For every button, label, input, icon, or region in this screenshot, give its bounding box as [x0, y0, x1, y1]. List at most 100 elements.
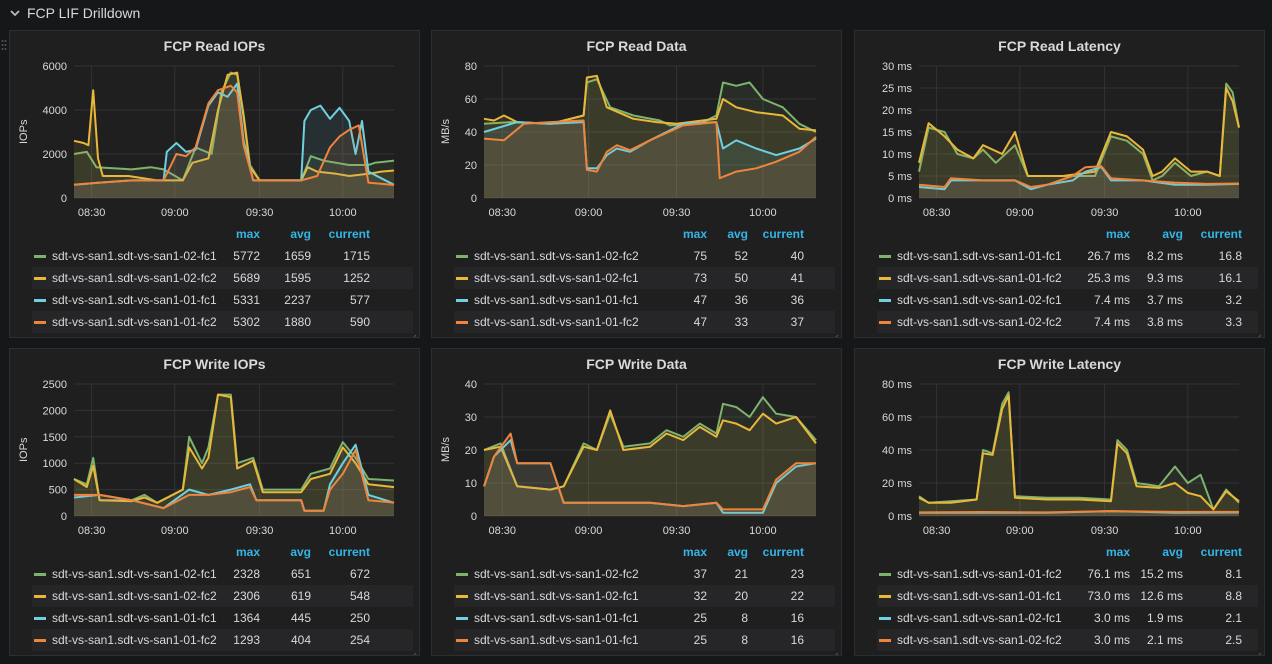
legend-series-name[interactable]: sdt-vs-san1.sdt-vs-san1-02-fc1 [52, 249, 217, 263]
legend-header-max[interactable]: max [682, 545, 707, 559]
panel-title[interactable]: FCP Write Data [586, 356, 687, 372]
legend-row[interactable]: sdt-vs-san1.sdt-vs-san1-01-fc1 25 8 16 [454, 629, 835, 651]
legend-series-name[interactable]: sdt-vs-san1.sdt-vs-san1-02-fc1 [897, 293, 1062, 307]
panel-title[interactable]: FCP Write IOPs [163, 356, 266, 372]
legend-header-avg[interactable]: avg [727, 545, 748, 559]
resize-handle-icon[interactable] [410, 328, 417, 337]
drag-handle-icon[interactable] [1, 38, 7, 50]
legend-series-name[interactable]: sdt-vs-san1.sdt-vs-san1-02-fc2 [52, 271, 217, 285]
legend-header-max[interactable]: max [235, 227, 260, 241]
panel-fcp-write-data[interactable]: FCP Write Data MB/s 0 10 20 30 40 08:30 09:00 09:… [431, 348, 842, 656]
legend-header-avg[interactable]: avg [1162, 227, 1183, 241]
legend-series-name[interactable]: sdt-vs-san1.sdt-vs-san1-02-fc2 [474, 249, 639, 263]
legend-row[interactable]: sdt-vs-san1.sdt-vs-san1-02-fc2 3.0 ms 2.1 … [877, 629, 1258, 651]
panel-title[interactable]: FCP Read Latency [998, 38, 1121, 54]
legend-series-name[interactable]: sdt-vs-san1.sdt-vs-san1-01-fc1 [474, 633, 639, 647]
chart-plot[interactable]: 0 ms 20 ms 40 ms 60 ms 80 ms 08:30 09:00 09:30 1… [855, 349, 1265, 549]
legend-header-max[interactable]: max [1105, 545, 1130, 559]
legend-series-name[interactable]: sdt-vs-san1.sdt-vs-san1-02-fc2 [897, 315, 1062, 329]
resize-handle-icon[interactable] [832, 646, 839, 655]
legend-header-current[interactable]: current [762, 227, 804, 241]
series-line[interactable] [74, 449, 395, 512]
legend-series-name[interactable]: sdt-vs-san1.sdt-vs-san1-01-fc1 [52, 293, 217, 307]
panel-fcp-read-latency[interactable]: FCP Read Latency 0 ms 5 ms 10 ms 15 ms 20 ms 2… [854, 30, 1265, 338]
legend-row[interactable]: sdt-vs-san1.sdt-vs-san1-01-fc1 47 36 36 [454, 289, 835, 311]
panel-fcp-write-latency[interactable]: FCP Write Latency 0 ms 20 ms 40 ms 60 ms 80 m… [854, 348, 1265, 656]
legend-row[interactable]: sdt-vs-san1.sdt-vs-san1-02-fc1 32 20 22 [454, 585, 835, 607]
legend-header-current[interactable]: current [762, 545, 804, 559]
legend-row[interactable]: sdt-vs-san1.sdt-vs-san1-02-fc2 37 21 23 [454, 563, 835, 585]
resize-handle-icon[interactable] [1255, 646, 1262, 655]
series-line[interactable] [73, 71, 395, 182]
legend-row[interactable]: sdt-vs-san1.sdt-vs-san1-02-fc2 2306 619 548 [32, 585, 413, 607]
legend-row[interactable]: sdt-vs-san1.sdt-vs-san1-02-fc1 2328 651 672 [32, 563, 413, 585]
chevron-down-icon[interactable] [9, 7, 21, 19]
legend-row[interactable]: sdt-vs-san1.sdt-vs-san1-01-fc1 1364 445 250 [32, 607, 413, 629]
chart-plot[interactable]: 0 2000 4000 6000 08:30 09:00 09:30 10:00 [10, 31, 420, 231]
legend-series-name[interactable]: sdt-vs-san1.sdt-vs-san1-01-fc2 [897, 271, 1062, 285]
chart-plot[interactable]: 0 10 20 30 40 08:30 09:00 09:30 10:00 [432, 349, 842, 549]
legend-header-max[interactable]: max [1105, 227, 1130, 241]
legend-header-current[interactable]: current [1200, 545, 1242, 559]
legend-series-name[interactable]: sdt-vs-san1.sdt-vs-san1-01-fc2 [52, 315, 217, 329]
legend-series-name[interactable]: sdt-vs-san1.sdt-vs-san1-02-fc1 [52, 567, 217, 581]
legend-row[interactable]: sdt-vs-san1.sdt-vs-san1-02-fc2 75 52 40 [454, 245, 835, 267]
series-line[interactable] [918, 87, 1240, 177]
legend-series-name[interactable]: sdt-vs-san1.sdt-vs-san1-01-fc2 [897, 567, 1062, 581]
series-line[interactable] [918, 165, 1240, 188]
legend-header-current[interactable]: current [1200, 227, 1242, 241]
series-line[interactable] [73, 393, 395, 504]
legend-row[interactable]: sdt-vs-san1.sdt-vs-san1-01-fc2 1293 404 254 [32, 629, 413, 651]
chart-plot[interactable]: 0 20 40 60 80 08:30 09:00 09:30 10:00 [432, 31, 842, 231]
panel-title[interactable]: FCP Write Latency [997, 356, 1122, 372]
legend-row[interactable]: sdt-vs-san1.sdt-vs-san1-01-fc2 5302 1880 59… [32, 311, 413, 333]
legend-series-name[interactable]: sdt-vs-san1.sdt-vs-san1-02-fc2 [52, 589, 217, 603]
panel-fcp-read-iops[interactable]: FCP Read IOPs IOPs 0 2000 4000 6000 08:30 09:00… [9, 30, 420, 338]
legend-header-max[interactable]: max [682, 227, 707, 241]
legend-series-name[interactable]: sdt-vs-san1.sdt-vs-san1-02-fc1 [474, 589, 639, 603]
legend-row[interactable]: sdt-vs-san1.sdt-vs-san1-01-fc1 25 8 16 [454, 607, 835, 629]
panel-fcp-write-iops[interactable]: FCP Write IOPs IOPs 0 500 1000 1500 2000 2500 08… [9, 348, 420, 656]
legend-header-current[interactable]: current [328, 545, 370, 559]
legend-row[interactable]: sdt-vs-san1.sdt-vs-san1-01-fc1 26.7 ms 8.2… [877, 245, 1258, 267]
legend-series-name[interactable]: sdt-vs-san1.sdt-vs-san1-02-fc2 [897, 633, 1062, 647]
legend-row[interactable]: sdt-vs-san1.sdt-vs-san1-01-fc2 25.3 ms 9.3… [877, 267, 1258, 289]
legend-series-name[interactable]: sdt-vs-san1.sdt-vs-san1-02-fc2 [474, 567, 639, 581]
resize-handle-icon[interactable] [832, 328, 839, 337]
legend-row[interactable]: sdt-vs-san1.sdt-vs-san1-02-fc1 5772 1659 17… [32, 245, 413, 267]
legend-header-avg[interactable]: avg [727, 227, 748, 241]
legend-series-name[interactable]: sdt-vs-san1.sdt-vs-san1-01-fc2 [474, 315, 639, 329]
legend-row[interactable]: sdt-vs-san1.sdt-vs-san1-01-fc1 73.0 ms 12.… [877, 585, 1258, 607]
resize-handle-icon[interactable] [410, 646, 417, 655]
legend-row[interactable]: sdt-vs-san1.sdt-vs-san1-02-fc1 7.4 ms 3.7 … [877, 289, 1258, 311]
legend-header-avg[interactable]: avg [290, 545, 311, 559]
legend-series-name[interactable]: sdt-vs-san1.sdt-vs-san1-01-fc1 [474, 611, 639, 625]
panel-fcp-read-data[interactable]: FCP Read Data MB/s 0 20 40 60 80 08:30 09:00 09:3… [431, 30, 842, 338]
legend-row[interactable]: sdt-vs-san1.sdt-vs-san1-02-fc1 3.0 ms 1.9 … [877, 607, 1258, 629]
series-line[interactable] [918, 394, 1240, 511]
series-line[interactable] [918, 510, 1239, 514]
legend-row[interactable]: sdt-vs-san1.sdt-vs-san1-01-fc2 47 33 37 [454, 311, 835, 333]
series-line[interactable] [483, 119, 817, 180]
legend-row[interactable]: sdt-vs-san1.sdt-vs-san1-02-fc2 5689 1595 12… [32, 267, 413, 289]
legend-header-max[interactable]: max [235, 545, 260, 559]
row-header[interactable]: FCP LIF Drilldown [0, 0, 1272, 26]
legend-row[interactable]: sdt-vs-san1.sdt-vs-san1-02-fc1 73 50 41 [454, 267, 835, 289]
legend-header-avg[interactable]: avg [1162, 545, 1183, 559]
legend-series-name[interactable]: sdt-vs-san1.sdt-vs-san1-01-fc1 [52, 611, 217, 625]
legend-row[interactable]: sdt-vs-san1.sdt-vs-san1-01-fc1 5331 2237 57… [32, 289, 413, 311]
series-line[interactable] [483, 432, 816, 511]
series-line[interactable] [483, 409, 817, 491]
panel-title[interactable]: FCP Read Data [586, 38, 687, 54]
legend-series-name[interactable]: sdt-vs-san1.sdt-vs-san1-02-fc1 [897, 611, 1062, 625]
chart-plot[interactable]: 0 500 1000 1500 2000 2500 08:30 09:00 09:30 10:00 [10, 349, 420, 549]
series-line[interactable] [918, 166, 1240, 191]
legend-header-current[interactable]: current [328, 227, 370, 241]
chart-plot[interactable]: 0 ms 5 ms 10 ms 15 ms 20 ms 25 ms 30 ms 08:30 09… [855, 31, 1265, 231]
legend-row[interactable]: sdt-vs-san1.sdt-vs-san1-01-fc2 76.1 ms 15.… [877, 563, 1258, 585]
legend-series-name[interactable]: sdt-vs-san1.sdt-vs-san1-01-fc2 [52, 633, 217, 647]
legend-header-avg[interactable]: avg [290, 227, 311, 241]
resize-handle-icon[interactable] [1255, 328, 1262, 337]
legend-series-name[interactable]: sdt-vs-san1.sdt-vs-san1-02-fc1 [474, 271, 639, 285]
panel-title[interactable]: FCP Read IOPs [163, 38, 266, 54]
